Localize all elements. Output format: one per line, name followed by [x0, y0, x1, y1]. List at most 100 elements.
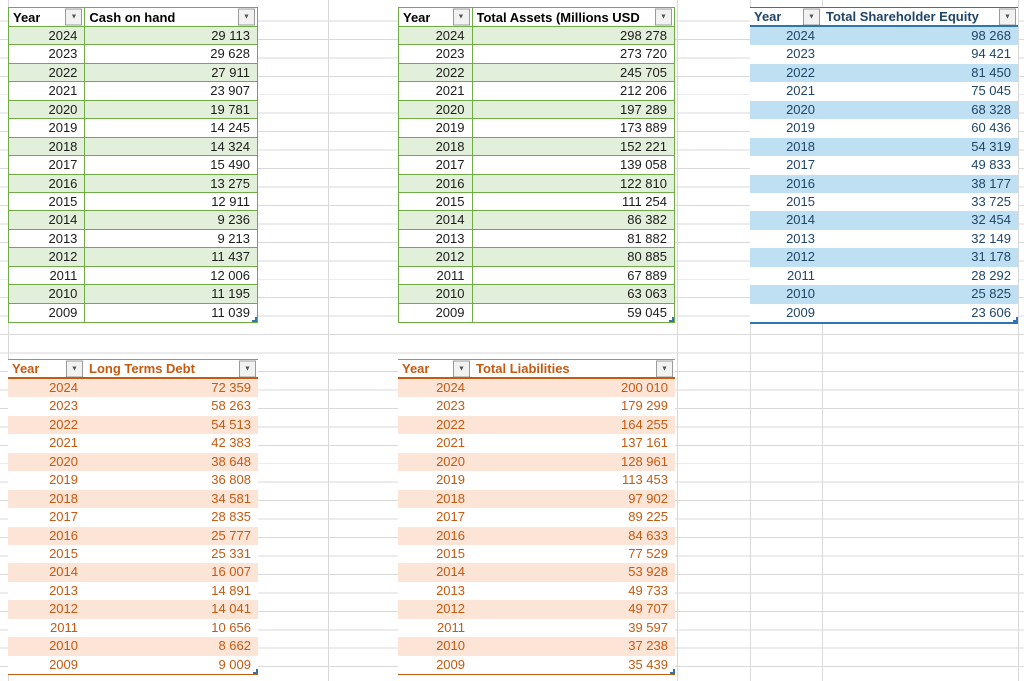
value-cell[interactable]: 9 213: [217, 230, 250, 246]
table-resize-handle[interactable]: [670, 669, 675, 674]
value-cell[interactable]: 179 299: [621, 398, 668, 414]
year-cell[interactable]: 2017: [49, 509, 78, 525]
value-cell[interactable]: 212 206: [620, 83, 667, 99]
value-cell[interactable]: 54 513: [211, 416, 251, 432]
year-cell[interactable]: 2012: [436, 601, 465, 617]
year-cell[interactable]: 2019: [399, 119, 473, 137]
value-cell[interactable]: 33 725: [971, 193, 1011, 209]
value-cell[interactable]: 35 439: [628, 656, 668, 672]
year-cell[interactable]: 2010: [49, 638, 78, 654]
value-cell[interactable]: 27 911: [211, 64, 250, 80]
year-cell[interactable]: 2024: [399, 27, 473, 45]
year-cell[interactable]: 2024: [9, 27, 86, 45]
year-cell[interactable]: 2016: [399, 174, 473, 192]
table-resize-handle[interactable]: [669, 317, 674, 322]
value-cell[interactable]: 11 195: [211, 286, 250, 302]
value-cell[interactable]: 58 263: [211, 398, 251, 414]
column-header-year[interactable]: Year ▼: [398, 360, 472, 377]
value-cell[interactable]: 72 359: [211, 380, 251, 395]
year-cell[interactable]: 2021: [399, 82, 473, 100]
year-cell[interactable]: 2015: [9, 192, 86, 211]
value-cell[interactable]: 14 245: [210, 120, 250, 136]
year-cell[interactable]: 2022: [786, 64, 815, 80]
filter-dropdown-button[interactable]: ▼: [65, 8, 83, 26]
column-header-year[interactable]: Year ▼: [9, 8, 86, 27]
year-cell[interactable]: 2018: [9, 137, 86, 156]
filter-dropdown-button[interactable]: ▼: [452, 8, 470, 26]
value-cell[interactable]: 173 889: [620, 120, 667, 136]
value-cell[interactable]: 113 453: [621, 472, 668, 488]
table-resize-handle[interactable]: [253, 669, 258, 674]
value-cell[interactable]: 89 225: [628, 509, 668, 525]
value-cell[interactable]: 77 529: [628, 545, 668, 561]
year-cell[interactable]: 2023: [436, 398, 465, 414]
column-header-long-terms-debt[interactable]: Long Terms Debt ▼: [85, 360, 258, 377]
value-cell[interactable]: 13 275: [210, 175, 250, 191]
year-cell[interactable]: 2023: [786, 46, 815, 62]
year-cell[interactable]: 2009: [49, 656, 78, 672]
value-cell[interactable]: 25 331: [211, 545, 251, 561]
value-cell[interactable]: 32 454: [971, 212, 1011, 228]
year-cell[interactable]: 2010: [399, 285, 473, 303]
value-cell[interactable]: 19 781: [210, 101, 250, 117]
value-cell[interactable]: 139 058: [620, 157, 667, 173]
year-cell[interactable]: 2010: [9, 285, 86, 303]
value-cell[interactable]: 14 324: [210, 138, 250, 154]
value-cell[interactable]: 23 907: [210, 83, 250, 99]
year-cell[interactable]: 2017: [9, 156, 86, 174]
value-cell[interactable]: 37 238: [628, 638, 668, 654]
year-cell[interactable]: 2019: [9, 119, 86, 137]
year-cell[interactable]: 2017: [436, 509, 465, 525]
year-cell[interactable]: 2020: [49, 453, 78, 469]
table-resize-handle[interactable]: [252, 317, 257, 322]
year-cell[interactable]: 2013: [9, 229, 86, 248]
year-cell[interactable]: 2018: [49, 490, 78, 506]
year-cell[interactable]: 2015: [786, 193, 815, 209]
filter-dropdown-button[interactable]: ▼: [453, 360, 470, 377]
year-cell[interactable]: 2012: [49, 601, 78, 617]
value-cell[interactable]: 11 437: [211, 249, 250, 265]
year-cell[interactable]: 2012: [9, 248, 86, 266]
column-header-total-shareholder-equity[interactable]: Total Shareholder Equity ▼: [822, 8, 1018, 25]
value-cell[interactable]: 29 113: [211, 28, 250, 43]
year-cell[interactable]: 2015: [49, 545, 78, 561]
value-cell[interactable]: 14 891: [211, 582, 251, 598]
value-cell[interactable]: 84 633: [628, 527, 668, 543]
filter-dropdown-button[interactable]: ▼: [803, 8, 820, 25]
column-header-year[interactable]: Year ▼: [399, 8, 473, 27]
year-cell[interactable]: 2011: [787, 267, 815, 283]
value-cell[interactable]: 80 885: [627, 249, 667, 265]
year-cell[interactable]: 2009: [399, 303, 473, 322]
year-cell[interactable]: 2016: [436, 527, 465, 543]
value-cell[interactable]: 49 733: [628, 582, 668, 598]
year-cell[interactable]: 2014: [9, 211, 86, 229]
year-cell[interactable]: 2017: [786, 157, 815, 173]
value-cell[interactable]: 12 911: [211, 193, 250, 209]
year-cell[interactable]: 2011: [9, 266, 86, 285]
year-cell[interactable]: 2023: [399, 45, 473, 63]
value-cell[interactable]: 23 606: [971, 304, 1011, 320]
value-cell[interactable]: 38 648: [211, 453, 251, 469]
year-cell[interactable]: 2019: [49, 472, 78, 488]
value-cell[interactable]: 273 720: [620, 46, 667, 62]
year-cell[interactable]: 2022: [399, 63, 473, 82]
value-cell[interactable]: 86 382: [627, 212, 667, 228]
value-cell[interactable]: 49 833: [971, 157, 1011, 173]
year-cell[interactable]: 2018: [786, 138, 815, 154]
year-cell[interactable]: 2024: [49, 380, 78, 395]
value-cell[interactable]: 32 149: [971, 230, 1011, 246]
year-cell[interactable]: 2013: [399, 229, 473, 248]
year-cell[interactable]: 2019: [786, 120, 815, 136]
value-cell[interactable]: 68 328: [971, 101, 1011, 117]
filter-dropdown-button[interactable]: ▼: [656, 360, 673, 377]
year-cell[interactable]: 2011: [399, 266, 473, 285]
year-cell[interactable]: 2012: [786, 249, 815, 265]
year-cell[interactable]: 2015: [436, 545, 465, 561]
year-cell[interactable]: 2012: [399, 248, 473, 266]
value-cell[interactable]: 28 292: [971, 267, 1011, 283]
value-cell[interactable]: 34 581: [211, 490, 251, 506]
value-cell[interactable]: 31 178: [971, 249, 1011, 265]
value-cell[interactable]: 15 490: [210, 157, 250, 173]
value-cell[interactable]: 128 961: [621, 453, 668, 469]
year-cell[interactable]: 2011: [437, 619, 465, 635]
